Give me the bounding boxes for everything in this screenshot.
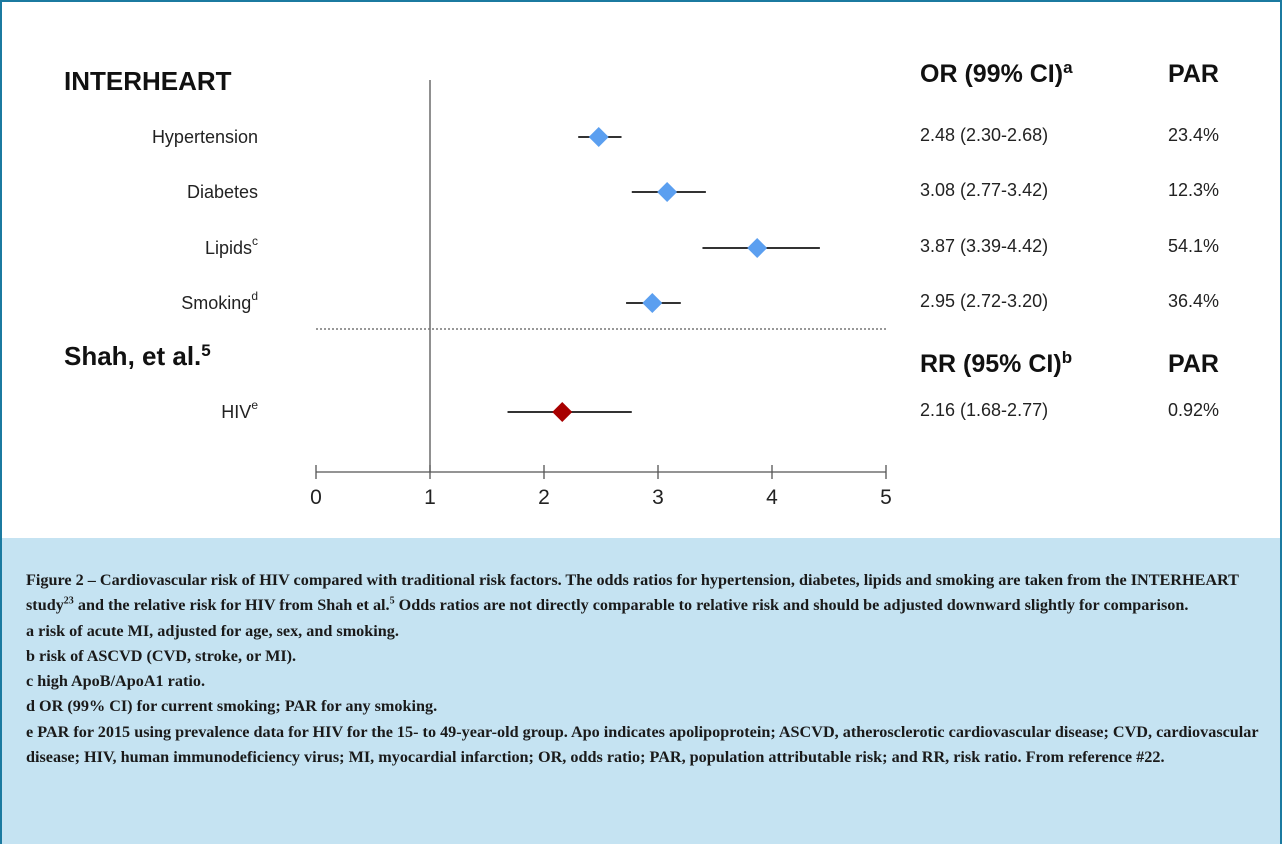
row-label-0-2: Lipidsc (205, 234, 258, 258)
stat-value-0-0: 2.48 (2.30-2.68) (920, 125, 1048, 145)
stat-column-header-0: OR (99% CI)a (920, 58, 1073, 88)
estimate-marker-1-0 (552, 402, 573, 422)
par-column-header-1: PAR (1168, 350, 1219, 378)
par-value-0-3: 36.4% (1168, 291, 1219, 311)
x-tick-label-2: 2 (538, 486, 550, 509)
row-label-1-0: HIVe (221, 398, 258, 422)
section-heading-1-text: Shah, et al. (64, 341, 201, 371)
stat-column-header-1-superscript: b (1062, 348, 1072, 367)
caption-note-a: a risk of acute MI, adjusted for age, se… (26, 621, 399, 640)
row-label-0-1-text: Diabetes (187, 182, 258, 202)
estimate-marker-0-0 (588, 127, 609, 147)
stat-value-0-3: 2.95 (2.72-3.20) (920, 291, 1048, 311)
row-label-1-0-superscript: e (251, 398, 258, 412)
row-label-0-2-text: Lipids (205, 238, 252, 258)
stat-value-1-0: 2.16 (1.68-2.77) (920, 400, 1048, 420)
estimate-marker-0-1 (657, 182, 678, 202)
par-column-header-0: PAR (1168, 60, 1219, 88)
stat-value-0-2: 3.87 (3.39-4.42) (920, 236, 1048, 256)
par-value-0-2: 54.1% (1168, 236, 1219, 256)
section-heading-0-text: INTERHEART (64, 66, 232, 96)
section-heading-0: INTERHEART (64, 66, 232, 96)
caption-ref-23: 23 (63, 595, 74, 607)
stat-value-0-1: 3.08 (2.77-3.42) (920, 180, 1048, 200)
section-heading-1-superscript: 5 (201, 341, 210, 360)
section-heading-1: Shah, et al.5 (64, 341, 211, 371)
row-label-0-2-superscript: c (252, 234, 258, 248)
stat-column-header-0-text: OR (99% CI) (920, 60, 1063, 88)
caption-note-d: d OR (99% CI) for current smoking; PAR f… (26, 697, 438, 716)
caption-text-3: Odds ratios are not directly comparable … (394, 596, 1189, 615)
x-tick-label-0: 0 (310, 486, 322, 509)
row-label-0-0: Hypertension (152, 127, 258, 147)
par-value-0-1: 12.3% (1168, 180, 1219, 200)
caption-ref-5: 5 (389, 595, 395, 607)
caption-text-1: Figure 2 – Cardiovascular risk of HIV co… (26, 571, 1239, 615)
x-tick-label-3: 3 (652, 486, 664, 509)
par-value-1-0: 0.92% (1168, 400, 1219, 420)
caption-note-e: e PAR for 2015 using prevalence data for… (26, 722, 1259, 767)
row-label-0-0-text: Hypertension (152, 127, 258, 147)
x-tick-label-4: 4 (766, 486, 778, 509)
x-tick-label-5: 5 (880, 486, 892, 509)
par-value-0-0: 23.4% (1168, 125, 1219, 145)
stat-column-header-0-superscript: a (1063, 58, 1073, 77)
caption-note-c: c high ApoB/ApoA1 ratio. (26, 672, 205, 691)
stat-column-header-1-text: RR (95% CI) (920, 350, 1062, 378)
row-label-0-3: Smokingd (181, 289, 258, 313)
estimate-marker-0-3 (642, 293, 663, 313)
forest-plot: 0 1 2 3 4 5 INTERHEART OR (99% CI)a PAR Hypertens… (64, 58, 1219, 509)
caption-note-b: b risk of ASCVD (CVD, stroke, or MI). (26, 646, 297, 665)
x-tick-label-1: 1 (424, 486, 436, 509)
figure-caption: Figure 2 – Cardiovascular risk of HIV co… (2, 538, 1280, 844)
row-label-0-3-text: Smoking (181, 293, 251, 313)
row-label-1-0-text: HIV (221, 402, 251, 422)
row-label-0-1: Diabetes (187, 182, 258, 202)
stat-column-header-1: RR (95% CI)b (920, 348, 1072, 378)
row-label-0-3-superscript: d (251, 289, 258, 303)
caption-main: Figure 2 – Cardiovascular risk of HIV co… (26, 568, 1260, 619)
forest-plot-area: 0 1 2 3 4 5 INTERHEART OR (99% CI)a PAR Hypertens… (2, 2, 1280, 538)
caption-text-2: and the relative risk for HIV from Shah … (73, 596, 390, 615)
estimate-marker-0-2 (747, 238, 768, 258)
